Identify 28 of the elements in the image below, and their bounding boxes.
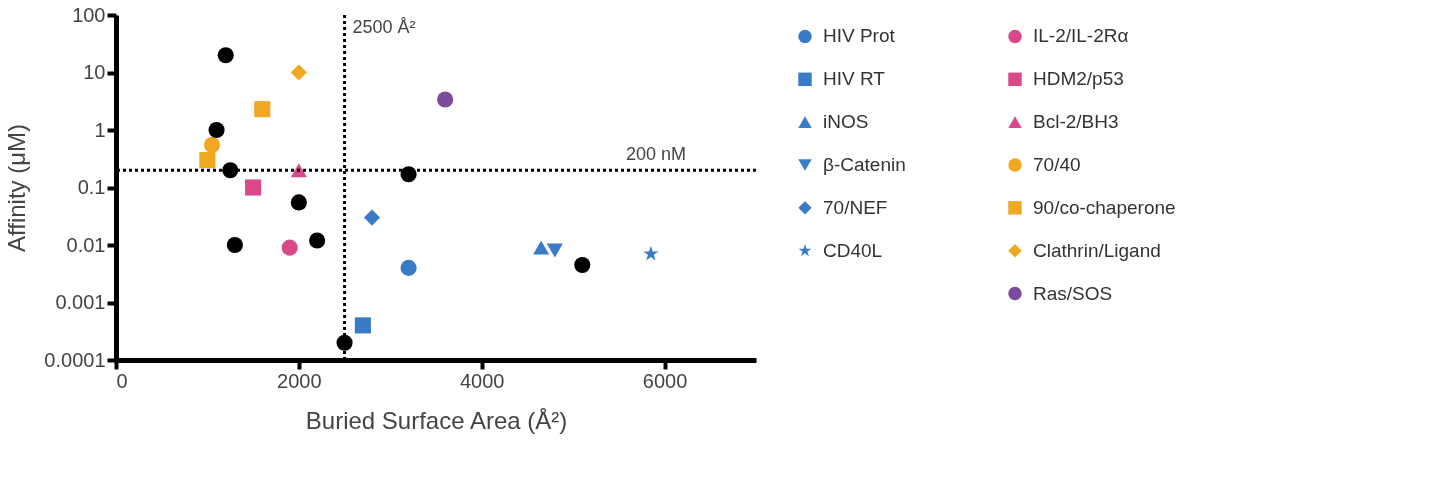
legend-label: Ras/SOS <box>1033 282 1113 304</box>
y-tick-label: 100 <box>72 3 106 26</box>
y-tick-label: 10 <box>83 61 106 83</box>
y-tick-label: 0.001 <box>55 291 106 313</box>
legend-label: 70/NEF <box>823 196 888 218</box>
legend-label: Clathrin/Ligand <box>1033 239 1161 261</box>
legend-label: IL-2/IL-2Rα <box>1033 25 1129 47</box>
legend-label: β-Catenin <box>823 154 906 175</box>
x-tick-label: 6000 <box>642 369 688 392</box>
legend-label: HDM2/p53 <box>1033 68 1124 90</box>
legend-label: Bcl-2/BH3 <box>1033 111 1119 133</box>
y-tick-label: 0.0001 <box>44 348 106 371</box>
y-tick-label: 0.01 <box>66 233 106 256</box>
ref-line-label: 200 nM <box>625 144 686 165</box>
y-tick-label: 0.1 <box>77 176 106 198</box>
y-axis-title: Affinity (μM) <box>3 123 31 253</box>
legend-label: HIV RT <box>823 68 886 90</box>
x-axis-title: Buried Surface Area (Å²) <box>305 406 568 434</box>
x-tick-label: 2000 <box>277 369 322 392</box>
legend-label: HIV Prot <box>823 25 896 47</box>
legend-label: iNOS <box>823 111 869 133</box>
legend-label: 70/40 <box>1033 154 1081 175</box>
x-tick-label: 4000 <box>459 369 505 392</box>
y-tick-label: 1 <box>94 118 106 141</box>
ref-line-label: 2500 Å² <box>352 17 416 37</box>
legend-label: CD40L <box>823 239 883 261</box>
x-tick-label: 0 <box>116 369 128 392</box>
legend-label: 90/co-chaperone <box>1033 196 1176 218</box>
